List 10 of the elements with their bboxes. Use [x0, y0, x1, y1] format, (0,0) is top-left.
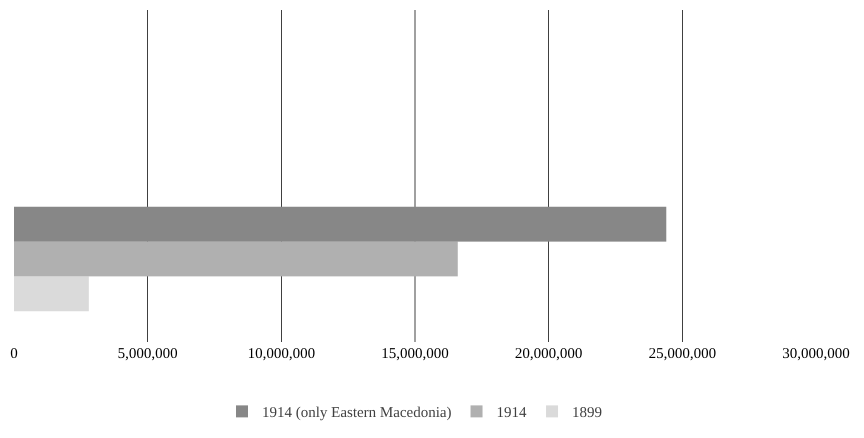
x-tick-label: 0 — [10, 346, 18, 362]
legend-label: 1914 (only Eastern Macedonia) — [262, 405, 452, 422]
x-tick-label: 25,000,000 — [648, 346, 716, 362]
x-tick-label: 30,000,000 — [782, 346, 850, 362]
legend-label: 1899 — [572, 405, 602, 422]
x-tick-label: 20,000,000 — [514, 346, 582, 362]
legend-label: 1914 — [496, 405, 528, 422]
x-tick-label: 10,000,000 — [248, 346, 316, 362]
x-tick-label: 15,000,000 — [381, 346, 449, 362]
x-tick-label: 5,000,000 — [118, 346, 178, 362]
